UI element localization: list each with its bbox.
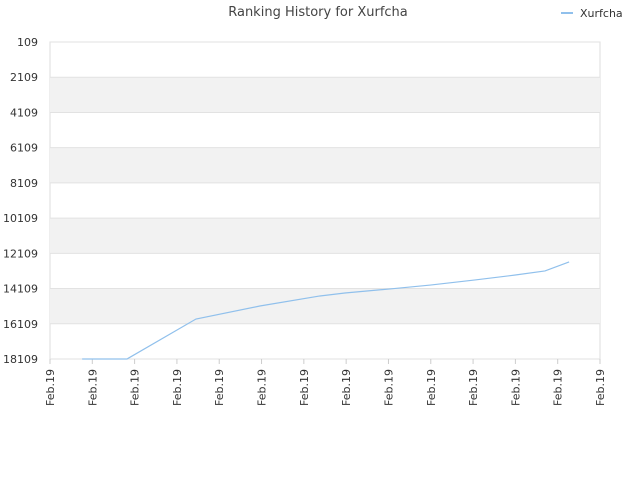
x-tick-label: Feb.19 xyxy=(86,369,99,406)
y-tick-label: 14109 xyxy=(3,283,38,296)
y-tick-label: 18109 xyxy=(3,353,38,366)
x-tick-label: Feb.19 xyxy=(340,369,353,406)
y-tick-label: 4109 xyxy=(10,106,38,119)
y-tick-label: 8109 xyxy=(10,177,38,190)
x-tick-label: Feb.19 xyxy=(509,369,522,406)
x-tick-label: Feb.19 xyxy=(425,369,438,406)
x-tick-label: Feb.19 xyxy=(552,369,565,406)
data-line xyxy=(82,261,570,360)
y-tick-label: 6109 xyxy=(10,142,38,155)
chart-title: Ranking History for Xurfcha xyxy=(228,5,408,20)
x-tick-label: Feb.19 xyxy=(256,369,269,406)
y-tick-label: 10109 xyxy=(3,212,38,225)
y-tick-label: 12109 xyxy=(3,247,38,260)
x-tick-label: Feb.19 xyxy=(382,369,395,406)
x-tick-label: Feb.19 xyxy=(171,369,184,406)
x-tick-label: Feb.19 xyxy=(467,369,480,406)
x-tick-label: Feb.19 xyxy=(44,369,57,406)
x-tick-label: Feb.19 xyxy=(213,369,226,406)
x-tick-label: Feb.19 xyxy=(298,369,311,406)
grid-band xyxy=(50,77,600,113)
x-tick-label: Feb.19 xyxy=(594,369,607,406)
plot-background xyxy=(49,41,601,360)
x-tick-label: Feb.19 xyxy=(129,369,142,406)
y-tick-label: 16109 xyxy=(3,318,38,331)
grid-band xyxy=(50,147,600,183)
y-tick-label: 2109 xyxy=(10,71,38,84)
grid-band xyxy=(50,218,600,254)
grid-band xyxy=(50,288,600,324)
legend-label: Xurfcha xyxy=(580,7,623,20)
y-tick-label: 109 xyxy=(17,36,38,49)
